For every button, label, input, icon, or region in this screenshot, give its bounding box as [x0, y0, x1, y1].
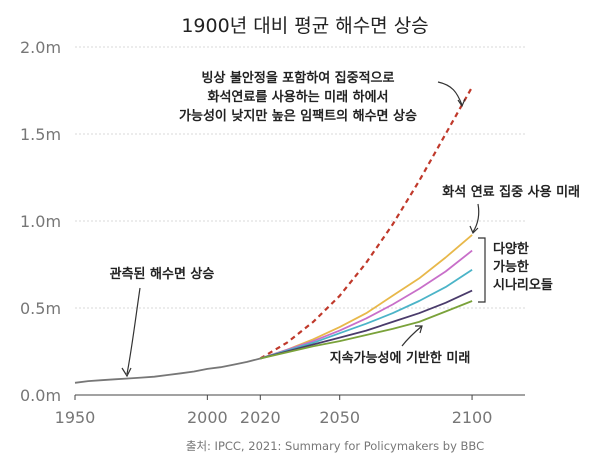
high-emission-label: 화석 연료 집중 사용 미래	[442, 184, 580, 200]
scenarios-label-line-1: 다양한	[493, 241, 529, 257]
y-tick-label-1.0m: 1.0m	[20, 212, 61, 231]
arrow-to-high-scenario	[472, 203, 480, 233]
dashed-scenario-label-line-1: 빙상 불안정을 포함하여 집중적으로	[202, 70, 395, 86]
arrow-to-sustainable	[401, 325, 423, 347]
x-tick-label-2050: 2050	[319, 408, 360, 427]
arrow-head-high	[469, 225, 479, 235]
gridlines	[75, 46, 525, 309]
series-line-시나리오-2	[260, 249, 473, 360]
series-lines	[74, 86, 474, 384]
x-tick-label-2000: 2000	[187, 408, 228, 427]
series-line-시나리오-3	[260, 268, 473, 360]
scenarios-label-line-2: 가능한	[493, 259, 529, 275]
x-tick-label-2020: 2020	[240, 408, 281, 427]
y-tick-label-2.0m: 2.0m	[20, 38, 61, 57]
arrow-to-dashed-line	[437, 81, 463, 106]
observed-label: 관측된 해수면 상승	[110, 266, 215, 282]
arrow-head-dashed	[457, 98, 466, 108]
x-axis: 1950 2000 2020 2050 2100	[55, 394, 525, 427]
chart-title: 1900년 대비 평균 해수면 상승	[181, 15, 428, 37]
series-line-관측된-해수면-상승	[74, 357, 261, 384]
y-tick-label-0.5m: 0.5m	[20, 299, 61, 318]
arrow-head-sustainable	[415, 325, 423, 334]
y-tick-label-1.5m: 1.5m	[20, 125, 61, 144]
dashed-scenario-label-line-3: 가능성이 낮지만 높은 임팩트의 해수면 상승	[179, 108, 417, 124]
y-tick-label-0.0m: 0.0m	[20, 386, 61, 405]
dashed-scenario-label-line-2: 화석연료를 사용하는 미래 하에서	[207, 89, 388, 105]
x-tick-label-2100: 2100	[452, 408, 493, 427]
scenarios-label-line-3: 시나리오들	[493, 277, 553, 293]
sustainable-label: 지속가능성에 기반한 미래	[330, 350, 471, 366]
series-line-지속가능성에-기반한-미래	[260, 300, 473, 360]
x-tick-label-1950: 1950	[55, 408, 96, 427]
arrow-to-observed	[126, 287, 141, 375]
y-axis: 0.0m 0.5m 1.0m 1.5m 2.0m	[20, 38, 61, 405]
scenarios-bracket	[478, 237, 486, 303]
source-note: 출처: IPCC, 2021: Summary for Policymakers…	[186, 439, 484, 453]
series-line-시나리오-4	[260, 289, 473, 360]
arrow-head-observed	[121, 367, 132, 378]
